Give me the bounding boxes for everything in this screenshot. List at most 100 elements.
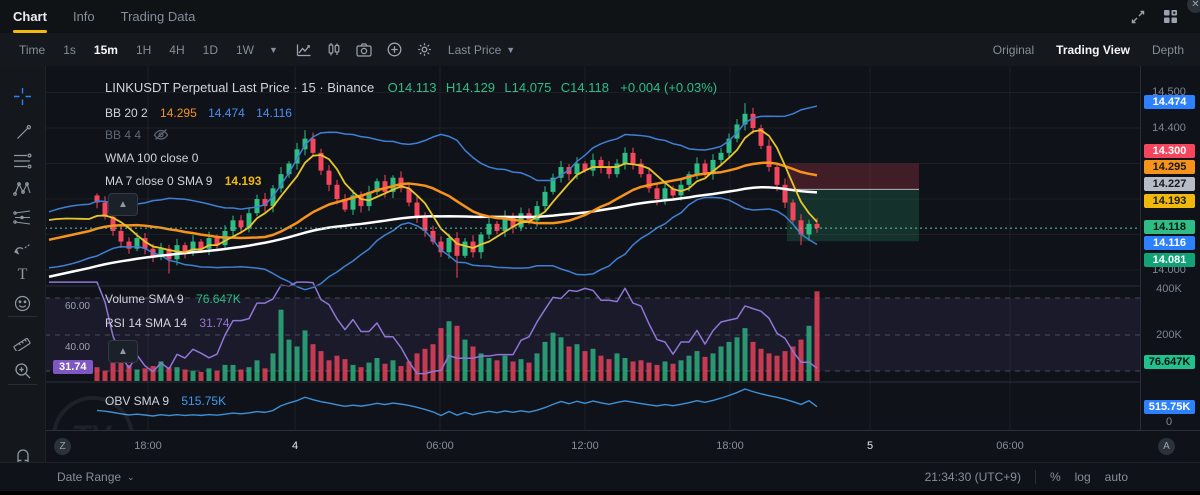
divider — [1034, 470, 1036, 484]
percent-scale-button[interactable]: % — [1049, 470, 1061, 484]
ma-value: 14.193 — [224, 174, 262, 188]
price-axis[interactable]: 14.500 14.400 14.000 400K 200K 0 14.474 14.300 1… — [1140, 66, 1200, 430]
clock-label[interactable]: 21:34:30 (UTC+9) — [924, 470, 1021, 484]
brush-tool-icon[interactable] — [0, 234, 45, 260]
price-badge: 515.75K — [1144, 400, 1195, 414]
time-tick: 06:00 — [996, 440, 1024, 452]
time-tick: 12:00 — [571, 440, 599, 452]
price-tick: 0 — [1165, 416, 1173, 428]
measure-ruler-tool-icon[interactable] — [0, 328, 45, 354]
candlestick-style-icon[interactable] — [327, 42, 341, 57]
fullscreen-icon[interactable] — [1131, 10, 1145, 24]
auto-badge[interactable]: A — [1158, 438, 1175, 455]
page-edge — [0, 490, 1200, 495]
time-tick: 18:00 — [134, 440, 162, 452]
chart-toolbar: Time 1s 15m 1H 4H 1D 1W ▼ — [0, 33, 1200, 67]
price-source-select[interactable]: Last Price ▼ — [447, 42, 516, 57]
price-tick: 400K — [1156, 283, 1182, 295]
view-mode-trading-view[interactable]: Trading View — [1056, 42, 1130, 57]
price-badge: 14.081 — [1144, 253, 1195, 267]
interval-dropdown-icon[interactable]: ▼ — [268, 44, 278, 55]
crosshair-tool-icon[interactable] — [0, 83, 45, 109]
xabcd-pattern-tool-icon[interactable] — [0, 176, 45, 202]
auto-scale-button[interactable]: auto — [1104, 470, 1128, 484]
bb-upper-value: 14.474 — [208, 106, 245, 120]
rsi-current-badge: 31.74 — [53, 360, 93, 374]
log-scale-button[interactable]: log — [1074, 470, 1091, 484]
rsi-tick-60: 60.00 — [64, 301, 90, 312]
wma-indicator-legend[interactable]: WMA 100 close 0 — [105, 151, 198, 165]
bb-lower-value: 14.116 — [256, 106, 292, 120]
add-indicator-icon[interactable] — [387, 42, 402, 57]
ma-label: MA 7 close 0 SMA 9 — [105, 174, 213, 188]
interval-1s[interactable]: 1s — [63, 42, 76, 57]
time-tick: 06:00 — [426, 440, 454, 452]
symbol-title: LINKUSDT Perpetual Last Price · 15 · Bin… — [105, 80, 375, 95]
bb-indicator-legend[interactable]: BB 20 2 14.295 14.474 14.116 — [105, 106, 292, 120]
settings-gear-icon[interactable] — [417, 42, 432, 57]
chart-bottom-bar: Date Range ⌄ 21:34:30 (UTC+9) % log auto — [0, 462, 1200, 491]
price-badge: 14.116 — [1144, 236, 1195, 250]
rsi-value: 31.74 — [199, 316, 230, 330]
obv-label: OBV SMA 9 — [105, 394, 170, 408]
screenshot-camera-icon[interactable] — [356, 42, 372, 57]
ma-indicator-legend[interactable]: MA 7 close 0 SMA 9 14.193 — [105, 174, 261, 188]
view-mode-original[interactable]: Original — [992, 42, 1035, 57]
view-mode-depth[interactable]: Depth — [1151, 42, 1184, 57]
ohlc-high: H14.129 — [445, 80, 496, 95]
close-icon[interactable]: ✕ — [1187, 0, 1200, 13]
obv-indicator-legend[interactable]: OBV SMA 9 515.75K — [105, 394, 226, 408]
price-badge: 14.295 — [1144, 160, 1195, 174]
volume-indicator-legend[interactable]: Volume SMA 9 76.647K — [105, 292, 241, 306]
zoom-in-tool-icon[interactable] — [0, 358, 45, 384]
rsi-indicator-legend[interactable]: RSI 14 SMA 14 31.74 — [105, 316, 229, 330]
rsi-tick-40: 40.00 — [64, 342, 90, 353]
interval-time-label[interactable]: Time — [19, 42, 46, 57]
ohlc-open: O14.113 — [387, 80, 437, 95]
obv-value: 515.75K — [181, 394, 227, 408]
interval-1d[interactable]: 1D — [202, 42, 218, 57]
interval-4h[interactable]: 4H — [169, 42, 185, 57]
ohlc-low: L14.075 — [504, 80, 552, 95]
price-badge: 14.474 — [1144, 95, 1195, 109]
text-tool-icon[interactable]: T — [17, 266, 28, 283]
interval-1h[interactable]: 1H — [135, 42, 152, 57]
price-badge: 76.647K — [1144, 355, 1195, 369]
toolbar-divider — [8, 316, 37, 317]
chart-workspace: T — [0, 66, 1200, 491]
tab-trading-data[interactable]: Trading Data — [120, 9, 196, 24]
tab-info[interactable]: Info — [72, 9, 95, 24]
magnet-tool-icon[interactable] — [0, 444, 45, 470]
bb-hidden-indicator-legend[interactable]: BB 4 4 — [105, 128, 169, 144]
interval-1w[interactable]: 1W — [235, 42, 254, 57]
trend-line-tool-icon[interactable] — [0, 120, 45, 146]
time-axis[interactable]: 18:00 4 06:00 12:00 18:00 5 06:00 Z A — [45, 430, 1200, 463]
ohlc-change: +0.004 (+0.03%) — [620, 80, 718, 95]
eye-off-icon[interactable] — [153, 128, 169, 144]
interval-15m[interactable]: 15m — [93, 42, 118, 57]
price-tick: 200K — [1156, 329, 1182, 341]
price-badge: 14.227 — [1144, 177, 1195, 191]
time-tick: 18:00 — [716, 440, 744, 452]
bb-hidden-label: BB 4 4 — [105, 128, 142, 142]
price-badge: 14.300 — [1144, 144, 1195, 158]
collapse-pane-button[interactable]: ▲ — [108, 193, 138, 216]
bb-label: BB 20 2 — [105, 106, 148, 120]
emoji-tool-icon[interactable] — [0, 290, 45, 316]
price-tick: 14.400 — [1152, 122, 1186, 134]
bb-basis-value: 14.295 — [160, 106, 197, 120]
top-tab-bar: Chart Info Trading Data ✕ — [0, 0, 1200, 34]
date-range-select[interactable]: Date Range ⌄ — [57, 470, 135, 484]
tab-chart[interactable]: Chart — [0, 0, 60, 33]
drawing-toolbar: T — [0, 66, 46, 490]
symbol-legend: LINKUSDT Perpetual Last Price · 15 · Bin… — [105, 80, 717, 95]
chart-canvas[interactable] — [45, 66, 1140, 430]
pitchfork-tool-icon[interactable] — [0, 204, 45, 230]
timezone-badge[interactable]: Z — [54, 438, 71, 455]
ohlc-close: C14.118 — [560, 80, 609, 95]
chart-style-line-icon[interactable] — [296, 43, 312, 57]
collapse-pane-button[interactable]: ▲ — [108, 340, 138, 363]
fib-retracement-tool-icon[interactable] — [0, 148, 45, 174]
layout-grid-icon[interactable] — [1163, 9, 1178, 24]
